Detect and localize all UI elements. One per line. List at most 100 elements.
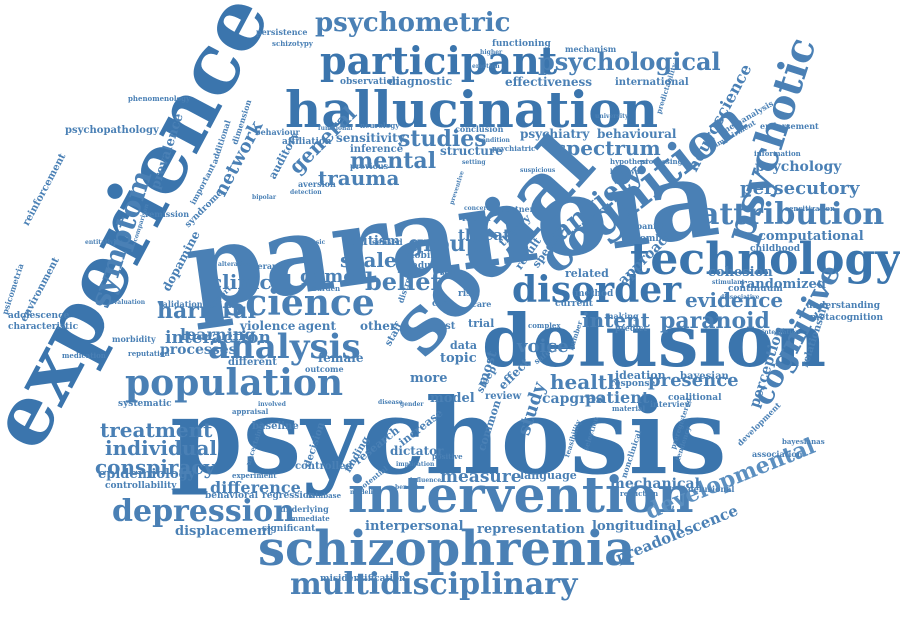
word-studies: studies [398,126,487,152]
word-cohesion: cohesion [708,265,773,280]
word-intervention: intervention [348,465,694,524]
word-bayesian: bayesian [680,371,729,382]
word-partner: partner [500,204,534,214]
word-stimulant: stimulant [712,279,745,286]
word-trauma: trauma [318,166,400,190]
word-interview: interview [650,399,692,409]
word-epidemiology: epidemiology [98,467,196,482]
word-self: self [440,267,457,277]
word-experiment: experiment [232,471,277,480]
word-voice: voice [517,336,569,357]
word-factor: factor [462,214,493,224]
word-displacement: displacement [175,524,273,539]
word-reputation: reputation [128,349,170,358]
word-violence: violence [240,319,296,333]
word-functional: functional [318,125,353,132]
word-concern: concern [464,205,492,212]
word-persistence: persistence [256,27,308,37]
word-response: response [610,379,656,389]
word-language: language [520,469,577,482]
word-sensed: sensed [372,237,403,247]
word-adult: adult [412,261,439,271]
word-participant: participant [320,38,558,83]
word-previous: previous [350,161,389,171]
word-psychopathology: psychopathology [65,125,159,136]
word-health: health [550,370,622,394]
word-psychiatric: psychiatric [492,144,536,153]
word-hypothesi: hypothesi [610,157,649,166]
word-misidentification: misidentification [320,574,406,584]
word-bayesianas: bayesianas [782,437,825,446]
word-persecutory: persecutory [740,178,860,199]
word-psychology: psychology [755,159,842,175]
word-therapy: therapy [248,261,283,271]
word-schizotypy: schizotypy [272,39,313,48]
word-female: female [318,351,364,365]
word-coalitional: coalitional [668,393,722,403]
word-clinical: clinical [210,270,293,294]
word-endorsement: endorsement [760,121,819,131]
word-aversion: aversion [298,179,336,189]
word-psicometria: psicometria [0,262,26,316]
word-spectrum: spectrum [555,136,661,160]
word-alteration: alteration [218,261,252,268]
word-processing: processing [640,157,683,166]
word-evaluation: evaluation [110,299,146,306]
word-dictator: dictator [390,444,444,458]
word-understanding: understanding [806,301,880,311]
word-disorder: disorder [512,269,682,311]
word-systematic: systematic [118,399,172,409]
word-metacognition: metacognition [810,313,884,323]
word-diagnostic: diagnostic [388,75,453,88]
word-observation: observation [340,77,400,87]
word-interpersonal: interpersonal [365,519,464,534]
word-mental: mental [350,148,437,174]
word-complex: complex [528,321,561,330]
word-data: data [450,339,478,352]
word-phenomenology: phenomenology [128,94,191,103]
word-positive: positive [432,452,463,461]
word-ideation: ideation [615,369,666,382]
word-disease: disease [378,399,403,406]
word-database: database [306,491,342,500]
word-psychiatry: psychiatry [520,127,590,141]
word-making: making [605,311,639,321]
word-threat: threat [458,226,510,244]
word-related: related [565,267,609,280]
word-underlying: underlying [280,504,329,514]
word-agent: agent [298,319,337,333]
word-entitativity: entitativity [85,239,122,246]
word-trial: trial [468,317,495,330]
word-risk: risk [458,289,478,299]
word-regression: regression [262,491,316,501]
word-game: game [300,266,355,287]
word-analysis: analysis [208,327,361,367]
word-mechanism: mechanism [565,44,617,54]
word-population: population [125,362,344,404]
word-psychological: psychological [538,47,721,76]
word-capgras: capgras [542,391,604,407]
word-conclusion: conclusion [455,124,504,134]
word-condition: condition [478,137,510,144]
word-measure: measure [440,467,522,487]
word-autism: autism [350,234,400,249]
word-medication: medication [62,351,106,360]
word-structure: structure [440,144,503,158]
word-association: association [752,449,803,459]
word-childhood: childhood [750,244,800,254]
word-multidisciplinary: multidisciplinary [290,567,578,602]
word-sensitivity: sensitivity [336,131,405,145]
word-group: group [408,231,482,257]
word-information: information [754,149,801,158]
word-depression: depression [112,494,295,529]
word-hallucination: hallucination [285,80,659,139]
word-belief: belief [365,267,441,296]
word-longitudinal: longitudinal [592,519,682,534]
word-behaviour: behaviour [255,127,300,137]
word-mechanical: mechanical [610,476,700,492]
word-care: care [472,299,492,309]
word-behavioural: behavioural [597,127,677,141]
word-more: more [410,371,448,386]
word-reduction: reduction [620,489,659,498]
word-appraisal: appraisal [232,407,269,416]
